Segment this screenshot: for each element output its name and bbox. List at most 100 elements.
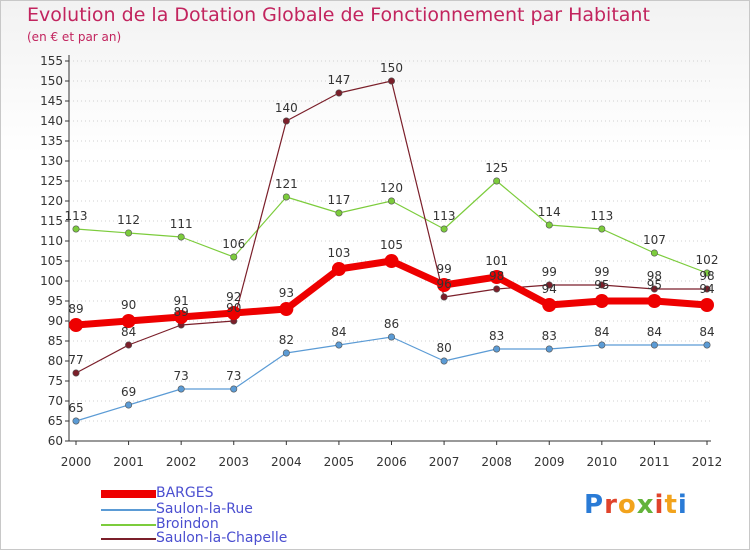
legend-swatch bbox=[101, 490, 156, 498]
data-label: 84 bbox=[331, 325, 346, 339]
x-tick-label: 2011 bbox=[639, 455, 670, 469]
x-tick-label: 2001 bbox=[113, 455, 144, 469]
data-point bbox=[335, 89, 343, 97]
x-tick-label: 2000 bbox=[61, 455, 92, 469]
data-label: 99 bbox=[594, 265, 609, 279]
data-label: 93 bbox=[279, 286, 294, 300]
x-tick-label: 2008 bbox=[481, 455, 512, 469]
data-point bbox=[387, 77, 395, 85]
data-point bbox=[177, 233, 185, 241]
data-label: 117 bbox=[327, 193, 350, 207]
data-point bbox=[598, 225, 606, 233]
data-point bbox=[230, 253, 238, 261]
data-label: 82 bbox=[279, 333, 294, 347]
series-line-1 bbox=[75, 336, 707, 422]
y-tick-label: 85 bbox=[48, 334, 63, 348]
data-label: 65 bbox=[68, 401, 83, 415]
data-point bbox=[703, 269, 711, 277]
legend-swatch bbox=[101, 524, 156, 526]
data-label: 114 bbox=[538, 205, 561, 219]
data-point bbox=[226, 306, 241, 320]
data-point bbox=[545, 345, 553, 353]
data-label: 102 bbox=[696, 253, 719, 267]
data-point bbox=[493, 177, 501, 185]
data-point bbox=[282, 193, 290, 201]
data-label: 90 bbox=[226, 301, 241, 315]
x-tick-label: 2005 bbox=[324, 455, 355, 469]
x-tick-label: 2004 bbox=[271, 455, 302, 469]
data-label: 90 bbox=[121, 298, 136, 312]
data-point bbox=[440, 225, 448, 233]
y-tick-label: 155 bbox=[40, 54, 63, 68]
data-label: 113 bbox=[65, 209, 88, 223]
data-label: 89 bbox=[68, 302, 83, 316]
y-tick-label: 80 bbox=[48, 354, 63, 368]
data-point bbox=[545, 281, 553, 289]
data-label: 99 bbox=[542, 265, 557, 279]
data-label: 113 bbox=[433, 209, 456, 223]
x-tick-label: 2009 bbox=[534, 455, 565, 469]
data-label: 101 bbox=[485, 254, 508, 268]
legend-swatch bbox=[101, 509, 156, 511]
data-label: 113 bbox=[590, 209, 613, 223]
y-tick-label: 115 bbox=[40, 214, 63, 228]
legend-label: Broindon bbox=[156, 516, 219, 532]
data-label: 73 bbox=[174, 369, 189, 383]
data-label: 77 bbox=[68, 353, 83, 367]
data-point bbox=[174, 310, 189, 324]
x-tick-label: 2002 bbox=[166, 455, 197, 469]
data-label: 105 bbox=[380, 238, 403, 252]
x-tick-label: 2012 bbox=[692, 455, 723, 469]
y-tick-label: 75 bbox=[48, 374, 63, 388]
data-point bbox=[594, 294, 609, 308]
y-tick-label: 120 bbox=[40, 194, 63, 208]
data-point bbox=[387, 333, 395, 341]
data-point bbox=[650, 341, 658, 349]
proxiti-logo: Proxiti bbox=[584, 490, 688, 520]
chart-title: Evolution de la Dotation Globale de Fonc… bbox=[27, 4, 650, 26]
data-label: 111 bbox=[170, 217, 193, 231]
legend-label: BARGES bbox=[156, 485, 214, 501]
data-point bbox=[440, 293, 448, 301]
data-label: 69 bbox=[121, 385, 136, 399]
y-tick-label: 100 bbox=[40, 274, 63, 288]
data-point bbox=[542, 298, 557, 312]
data-label: 96 bbox=[436, 277, 451, 291]
y-tick-label: 150 bbox=[40, 74, 63, 88]
legend-label: Saulon-la-Chapelle bbox=[156, 530, 288, 546]
data-label: 80 bbox=[436, 341, 451, 355]
data-point bbox=[121, 314, 136, 328]
data-point bbox=[331, 262, 346, 276]
data-point bbox=[700, 298, 714, 312]
data-point bbox=[647, 294, 662, 308]
data-label: 103 bbox=[327, 246, 350, 260]
data-point bbox=[437, 278, 452, 292]
data-point bbox=[650, 249, 658, 257]
y-tick-label: 130 bbox=[40, 154, 63, 168]
data-label: 98 bbox=[489, 269, 504, 283]
chart-subtitle: (en € et par an) bbox=[27, 30, 122, 44]
data-point bbox=[230, 385, 238, 393]
data-label: 125 bbox=[485, 161, 508, 175]
y-tick-label: 145 bbox=[40, 94, 63, 108]
data-label: 84 bbox=[699, 325, 714, 339]
data-point bbox=[703, 341, 711, 349]
data-label: 84 bbox=[594, 325, 609, 339]
data-label: 86 bbox=[384, 317, 399, 331]
data-label: 94 bbox=[699, 282, 714, 296]
data-label: 150 bbox=[380, 61, 403, 75]
data-label: 94 bbox=[542, 282, 557, 296]
data-label: 107 bbox=[643, 233, 666, 247]
data-label: 73 bbox=[226, 369, 241, 383]
y-tick-label: 65 bbox=[48, 414, 63, 428]
data-point bbox=[384, 254, 399, 268]
series-line-0 bbox=[75, 257, 708, 329]
data-label: 120 bbox=[380, 181, 403, 195]
data-point bbox=[72, 225, 80, 233]
y-tick-label: 70 bbox=[48, 394, 63, 408]
data-label: 95 bbox=[647, 278, 662, 292]
data-point bbox=[440, 357, 448, 365]
data-point bbox=[335, 209, 343, 217]
data-label: 91 bbox=[174, 294, 189, 308]
data-label: 121 bbox=[275, 177, 298, 191]
